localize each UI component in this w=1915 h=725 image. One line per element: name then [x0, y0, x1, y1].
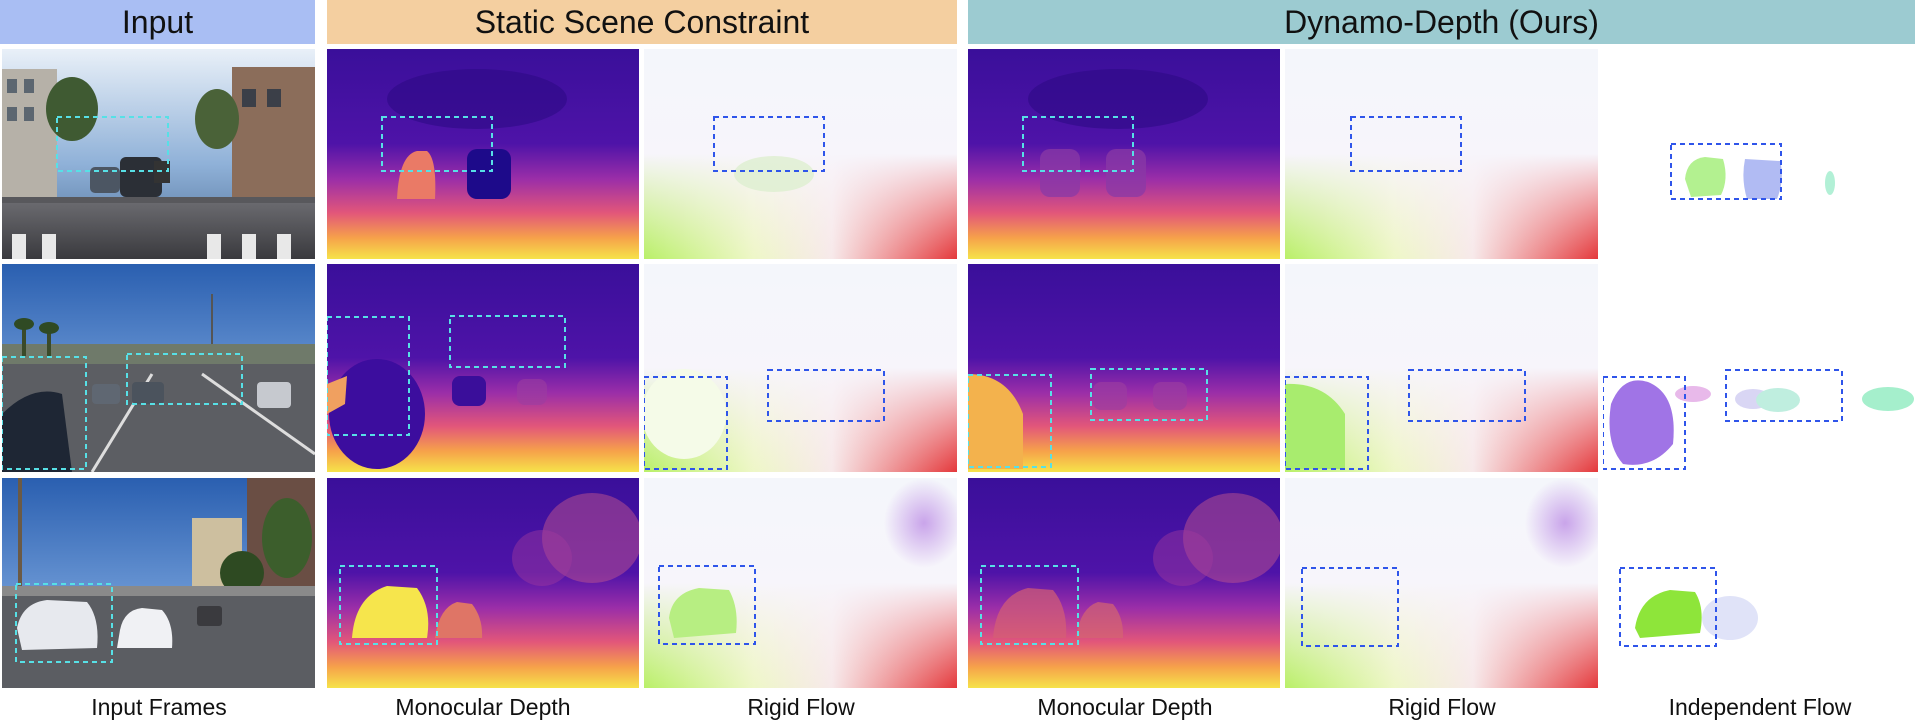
- independent-flow-2: [1603, 264, 1915, 472]
- dynamo-rigid-flow-2: [1285, 264, 1598, 472]
- input-frame-1: [2, 49, 315, 259]
- caption-static-depth: Monocular Depth: [395, 694, 571, 720]
- caption-independent-flow: Independent Flow: [1668, 694, 1852, 720]
- independent-flow-1: [1605, 49, 1915, 259]
- static-depth-2: [327, 264, 639, 472]
- caption-input-frames: Input Frames: [91, 694, 227, 720]
- independent-flow-3: [1605, 478, 1915, 688]
- static-rigid-flow-1: [644, 49, 957, 259]
- dynamo-depth-1: [968, 49, 1280, 259]
- dynamo-depth-3: [968, 478, 1280, 688]
- caption-dynamo-rigid-flow: Rigid Flow: [1388, 694, 1496, 720]
- static-depth-1: [327, 49, 639, 259]
- static-rigid-flow-2: [644, 264, 957, 472]
- header-input: Input: [0, 0, 315, 44]
- input-frame-2: [2, 264, 315, 472]
- caption-static-rigid-flow: Rigid Flow: [747, 694, 855, 720]
- static-rigid-flow-3: [644, 478, 957, 688]
- static-depth-3: [327, 478, 639, 688]
- caption-dynamo-depth: Monocular Depth: [1037, 694, 1213, 720]
- dynamo-rigid-flow-1: [1285, 49, 1598, 259]
- dynamo-rigid-flow-3: [1285, 478, 1598, 688]
- header-dynamo-depth: Dynamo-Depth (Ours): [968, 0, 1915, 44]
- input-frame-3: [2, 478, 315, 688]
- dynamo-depth-2: [968, 264, 1280, 472]
- header-static-scene-constraint: Static Scene Constraint: [327, 0, 957, 44]
